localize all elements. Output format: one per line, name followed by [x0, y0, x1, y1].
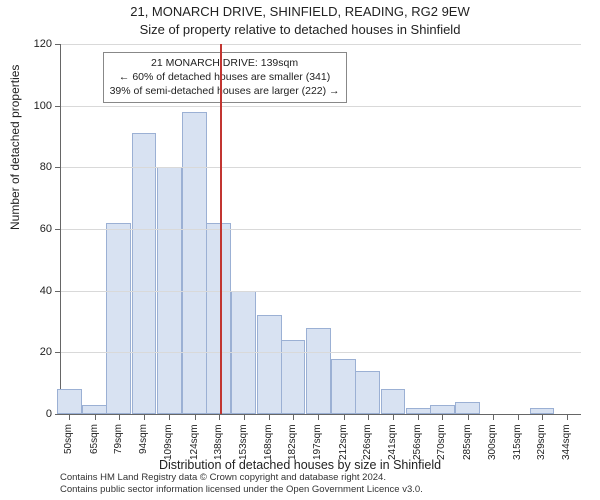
y-tick-label: 20 [12, 346, 52, 358]
y-axis-label: Number of detached properties [8, 65, 22, 230]
x-tick-label: 168sqm [263, 123, 274, 460]
y-tick [55, 291, 61, 292]
y-tick-label: 60 [12, 223, 52, 235]
x-tick-label: 212sqm [338, 198, 349, 460]
y-tick-label: 40 [12, 285, 52, 297]
x-tick-label: 124sqm [189, 49, 200, 460]
x-tick-label: 197sqm [312, 172, 323, 460]
x-tick-label: 344sqm [561, 421, 572, 460]
x-tick-label: 300sqm [487, 347, 498, 460]
x-tick-label: 138sqm [213, 73, 224, 460]
y-tick-label: 120 [12, 38, 52, 50]
x-tick-label: 315sqm [512, 372, 523, 460]
y-tick-label: 80 [12, 161, 52, 173]
y-tick [55, 352, 61, 353]
credits-line-1: Contains HM Land Registry data © Crown c… [60, 472, 423, 484]
x-tick-label: 109sqm [163, 23, 174, 460]
x-tick-label: 94sqm [138, 0, 149, 454]
x-tick-label: 285sqm [462, 322, 473, 461]
y-tick [55, 106, 61, 107]
x-tick-label: 270sqm [436, 296, 447, 460]
x-tick-label: 65sqm [89, 0, 100, 454]
x-tick [567, 414, 568, 420]
x-tick-label: 153sqm [238, 98, 249, 460]
y-tick-label: 0 [12, 408, 52, 420]
credits: Contains HM Land Registry data © Crown c… [60, 472, 423, 496]
x-tick-label: 50sqm [63, 0, 74, 454]
y-tick [55, 229, 61, 230]
y-tick [55, 167, 61, 168]
x-tick-label: 329sqm [536, 396, 547, 460]
x-tick-label: 226sqm [362, 222, 373, 460]
credits-line-2: Contains public sector information licen… [60, 484, 423, 496]
y-tick [55, 44, 61, 45]
y-tick [55, 414, 61, 415]
x-tick-label: 79sqm [113, 0, 124, 454]
x-tick-label: 256sqm [412, 272, 423, 460]
x-tick-label: 182sqm [287, 147, 298, 460]
property-size-histogram: 21, MONARCH DRIVE, SHINFIELD, READING, R… [0, 0, 600, 500]
y-tick-label: 100 [12, 100, 52, 112]
x-axis-label: Distribution of detached houses by size … [0, 458, 600, 472]
x-tick-label: 241sqm [387, 247, 398, 460]
